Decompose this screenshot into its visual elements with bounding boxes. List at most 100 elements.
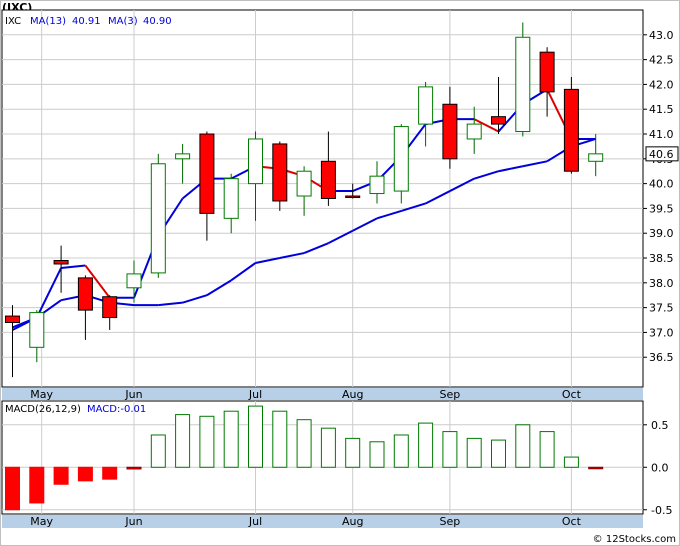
macd-bar: [320, 427, 336, 468]
ma13-segment: [230, 262, 257, 282]
candle-body: [345, 195, 361, 199]
macd-bar: [393, 434, 409, 468]
price-y-tick-label: 36.5: [649, 351, 674, 364]
macd-bar: [369, 441, 385, 468]
macd-bar: [466, 437, 482, 468]
price-date-label: Sep: [440, 388, 461, 401]
macd-bar: [442, 431, 458, 468]
macd-bar: [150, 434, 166, 468]
price-y-tick-label: 41.0: [649, 128, 674, 141]
legend-symbol: IXC: [5, 16, 21, 27]
candle-body: [77, 277, 93, 311]
macd-date-band: [2, 515, 643, 528]
macd-date-label: Aug: [342, 515, 363, 528]
macd-bar: [272, 410, 288, 468]
candle-body: [442, 103, 458, 160]
price-y-tick-label: 39.5: [649, 202, 674, 215]
macd-bar: [199, 415, 215, 468]
macd-date-label: May: [30, 515, 53, 528]
candle-body: [248, 138, 263, 185]
ma13-segment: [376, 209, 402, 220]
candle-body: [53, 260, 69, 265]
ma13-line: [12, 138, 596, 331]
macd-y-tick-label: 0.0: [651, 461, 669, 474]
macd-bar: [29, 466, 45, 504]
candle-body: [418, 86, 434, 125]
candle-body: [563, 88, 579, 172]
ma13-segment: [522, 160, 548, 168]
candle-body: [126, 273, 142, 289]
macd-bar: [491, 439, 506, 468]
macd-histogram: [5, 405, 604, 511]
price-y-tick-label: 41.5: [649, 103, 674, 116]
ma3-segment: [60, 264, 86, 269]
ma13-segment: [425, 190, 451, 205]
price-y-tick-label: 37.0: [649, 326, 674, 339]
macd-bar: [223, 410, 239, 468]
macd-bar: [588, 466, 604, 470]
price-date-label: Jun: [124, 388, 142, 401]
macd-bar: [248, 405, 263, 468]
ma13-segment: [498, 165, 523, 173]
macd-y-tick-label: -0.5: [651, 504, 672, 517]
macd-bar: [5, 466, 20, 511]
macd-bar: [296, 419, 312, 468]
last-price-box: [645, 146, 679, 162]
price-date-label: May: [30, 388, 53, 401]
macd-bar: [53, 466, 69, 485]
candle-body: [539, 51, 555, 93]
ma3-segment: [473, 118, 499, 133]
candle-body: [150, 163, 166, 274]
macd-date-label: Jun: [124, 515, 142, 528]
macd-bar: [539, 431, 555, 468]
ma13-segment: [327, 229, 354, 245]
ma3-segment: [84, 264, 111, 299]
watermark: © 12Stocks.com: [593, 534, 676, 545]
candle-body: [102, 296, 118, 319]
ma13-segment: [303, 242, 329, 254]
macd-date-label: Jul: [248, 515, 262, 528]
candle-body: [199, 133, 215, 214]
macd-bar: [345, 437, 361, 468]
macd-date-label: Oct: [562, 515, 582, 528]
macd-legend-label: MACD(26,12,9): [5, 404, 81, 415]
candle-body: [223, 178, 239, 219]
price-y-tick-label: 37.5: [649, 302, 674, 315]
candle-body: [175, 153, 191, 160]
price-date-labels: May Jun Jul Aug Sep Oct: [30, 388, 581, 401]
ma13-segment: [158, 301, 183, 307]
macd-legend: MACD(26,12,9) MACD:-0.01: [5, 404, 146, 415]
macd-bar: [77, 466, 93, 482]
macd-bar: [175, 414, 191, 468]
price-y-tick-label: 43.0: [649, 29, 674, 42]
macd-bar: [563, 456, 579, 468]
price-y-tick-label: 42.5: [649, 54, 674, 67]
ma13-segment: [449, 177, 475, 192]
price-date-label: Oct: [562, 388, 582, 401]
candle-body: [320, 160, 336, 199]
macd-bar: [102, 466, 118, 480]
macd-date-labels: May Jun Jul Aug Sep Oct: [30, 515, 581, 528]
ma13-segment: [279, 252, 305, 260]
macd-date-label: Sep: [440, 515, 461, 528]
price-y-tick-label: 38.5: [649, 252, 674, 265]
candle-body: [393, 126, 409, 192]
price-y-tick-label: 39.0: [649, 227, 674, 240]
macd-bar: [515, 424, 531, 468]
last-price-text: 40.6: [649, 148, 674, 161]
candle-body: [515, 36, 531, 133]
candle-body: [466, 123, 482, 140]
macd-bar: [418, 422, 434, 468]
legend-ma3-label: MA(3): [108, 16, 138, 27]
macd-bar: [126, 466, 142, 470]
ma13-segment: [206, 279, 232, 297]
candle-body: [491, 116, 506, 125]
legend-ma3-value: 40.90: [143, 16, 172, 27]
ma13-segment: [473, 170, 499, 180]
ma13-segment: [255, 257, 281, 264]
price-legend: IXC MA(13) 40.91 MA(3) 40.90: [5, 16, 172, 27]
macd-legend-value: MACD:-0.01: [87, 404, 146, 415]
price-date-label: Aug: [342, 388, 363, 401]
candle-body: [5, 315, 20, 324]
